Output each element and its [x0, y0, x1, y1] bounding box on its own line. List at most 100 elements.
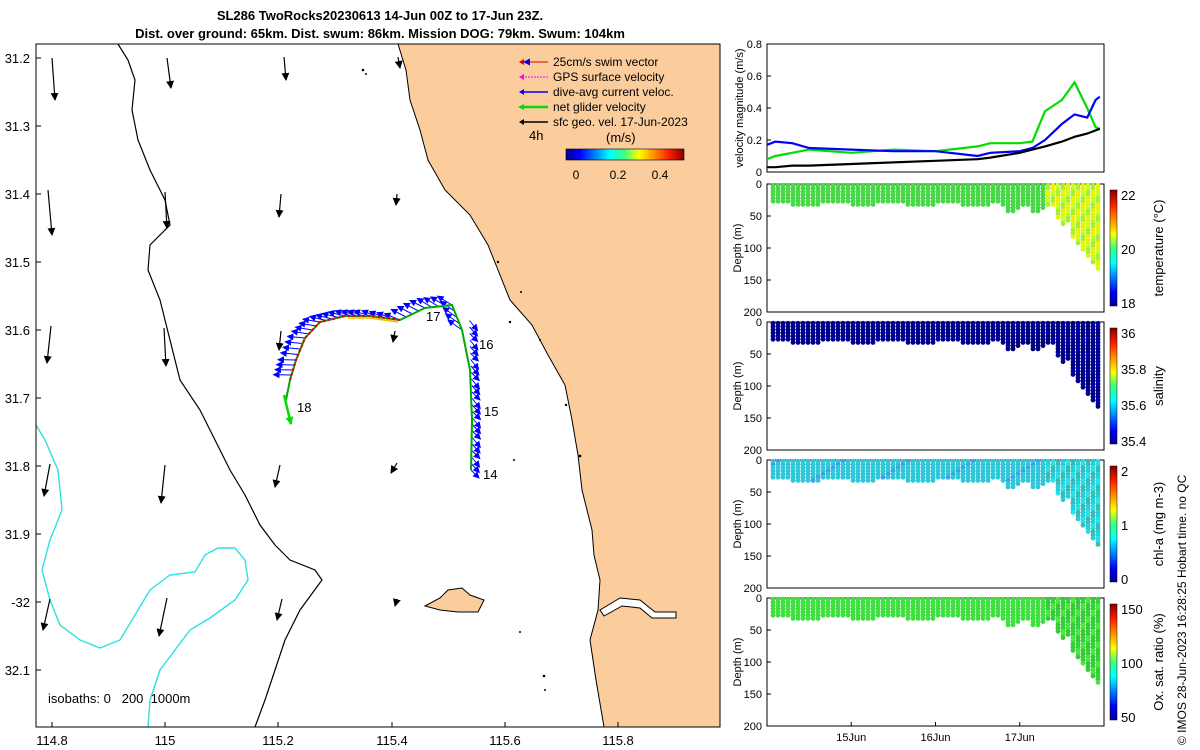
- glider-track-yellow: [348, 317, 399, 323]
- colorbar-tick: 150: [1121, 602, 1143, 617]
- depth-tick: 150: [744, 413, 762, 425]
- colorbar-tick: 22: [1121, 188, 1135, 203]
- current-vector: [402, 302, 419, 312]
- rocks: [361, 68, 582, 691]
- map-y-tick: 31.9: [5, 527, 30, 542]
- current-vector: [423, 297, 439, 307]
- section-colorbar: [1109, 465, 1118, 583]
- map-y-tick: 31.2: [5, 51, 30, 66]
- map-y-tick: -32: [11, 595, 30, 610]
- depth-tick: 200: [744, 583, 762, 595]
- current-vector: [471, 450, 481, 460]
- isobath-label: isobaths: 0 200 1000m: [48, 691, 190, 706]
- current-vector: [327, 310, 346, 317]
- current-vector: [472, 424, 482, 435]
- current-vector: [308, 314, 327, 322]
- colorbar-tick: 1: [1121, 518, 1128, 533]
- current-vector: [409, 299, 426, 309]
- current-vector: [279, 349, 299, 357]
- velocity-ylabel: velocity magnitude (m/s): [734, 48, 746, 167]
- velocity-y-tick: 0: [756, 167, 762, 179]
- velocity-y-tick: 0.4: [747, 103, 762, 115]
- credit-text: © IMOS 28-Jun-2023 16:28:25 Hobart time.…: [1175, 474, 1189, 745]
- map-x-tick: 114.8: [36, 733, 68, 748]
- day-label-14: 14: [483, 467, 497, 482]
- depth-tick: 50: [750, 487, 762, 499]
- day-label-16: 16: [479, 337, 493, 352]
- isobath-200m: [117, 44, 323, 727]
- colorbar-tick: 100: [1121, 656, 1143, 671]
- map-y-tick: 31.4: [5, 187, 30, 202]
- map-x-tick: 115.4: [376, 733, 408, 748]
- velocity-series-line: [766, 95, 1101, 158]
- map-y-tick: 31.6: [5, 323, 30, 338]
- current-vector: [444, 313, 460, 325]
- date-tick: 17Jun: [1005, 732, 1035, 744]
- current-vector: [298, 320, 317, 328]
- depth-tick: 50: [750, 625, 762, 637]
- date-tick: 16Jun: [921, 732, 951, 744]
- map-x-tick: 115.8: [602, 733, 634, 748]
- current-vector: [390, 308, 407, 318]
- depth-tick: 100: [744, 381, 762, 393]
- current-vector: [416, 297, 433, 308]
- current-vector: [284, 338, 303, 346]
- map-x-tick: 115: [155, 733, 176, 748]
- glider-track-swim-vectors: [289, 315, 401, 381]
- map-panel: 17 16 15 14 18 isobaths: 0 200 1000m 114…: [5, 43, 721, 748]
- colorbar-label: Ox. sat. ratio (%): [1151, 613, 1166, 711]
- velocity-panel: 0 0.2 0.4 0.6 0.8 velocity magnitude (m/s): [734, 39, 1105, 179]
- colorbar-title: (m/s): [606, 130, 636, 145]
- colorbar-label: chl-a (mg m-3): [1151, 482, 1166, 567]
- colorbar-tick: 35.6: [1121, 398, 1146, 413]
- legend-swim-vector: 25cm/s swim vector: [553, 55, 658, 69]
- day-label-15: 15: [484, 404, 498, 419]
- current-vector: [472, 430, 482, 440]
- section-salinity: 0 50 100 150 200 Depth (m) 36 35.8 35.6 35.4 salin…: [732, 317, 1166, 457]
- legend-dive-avg-current: dive-avg current veloc.: [553, 85, 674, 99]
- geo-velocity-arrows: [40, 56, 403, 637]
- colorbar-label: temperature (°C): [1151, 200, 1166, 297]
- map-y-tick: 31.8: [5, 459, 30, 474]
- depth-tick: 50: [750, 211, 762, 223]
- depth-tick: 0: [756, 455, 762, 467]
- land-area: [397, 44, 720, 727]
- day-label-18: 18: [297, 400, 311, 415]
- colorbar-label: salinity: [1151, 366, 1166, 406]
- colorbar-tick: 35.4: [1121, 434, 1146, 449]
- colorbar-tick-0.2: 0.2: [610, 168, 627, 182]
- current-vector: [290, 328, 309, 336]
- map-x-tick: 115.2: [262, 733, 294, 748]
- depth-tick: 100: [744, 519, 762, 531]
- current-vector: [471, 437, 481, 449]
- speed-colorbar: [565, 148, 685, 161]
- map-y-ticks: 31.2 31.3 31.4 31.5 31.6 31.7 31.8 31.9 -32 32.1: [5, 51, 41, 678]
- legend-sfc-geo-vel: sfc geo. vel. 17-Jun-2023: [553, 115, 688, 129]
- legend-gps-surface-velocity: GPS surface velocity: [553, 70, 664, 84]
- colorbar-tick: 50: [1121, 710, 1135, 725]
- map-x-tick: 115.6: [489, 733, 521, 748]
- current-vector: [429, 296, 446, 307]
- depth-tick: 100: [744, 243, 762, 255]
- legend-interval-label: 4h: [529, 128, 543, 143]
- map-y-tick: 32.1: [5, 663, 30, 678]
- velocity-series-line: [766, 80, 1101, 161]
- colorbar-tick: 35.8: [1121, 362, 1146, 377]
- current-vector: [471, 456, 481, 468]
- current-vector: [442, 306, 458, 318]
- depth-tick: 200: [744, 721, 762, 733]
- current-vector: [286, 333, 306, 341]
- current-vector: [447, 319, 463, 331]
- legend: 25cm/s swim vector GPS surface velocity …: [518, 55, 688, 182]
- current-vector: [471, 404, 482, 415]
- velocity-y-ticks: 0 0.2 0.4 0.6 0.8: [747, 39, 771, 179]
- colorbar-tick: 2: [1121, 464, 1128, 479]
- depth-tick: 100: [744, 657, 762, 669]
- section-temperature: 0 50 100 150 200 Depth (m) 22 20 18 temperature (…: [732, 179, 1166, 319]
- current-vector: [302, 316, 321, 324]
- island: [423, 587, 485, 613]
- title-line-2: Dist. over ground: 65km. Dist. swum: 86k…: [135, 26, 625, 41]
